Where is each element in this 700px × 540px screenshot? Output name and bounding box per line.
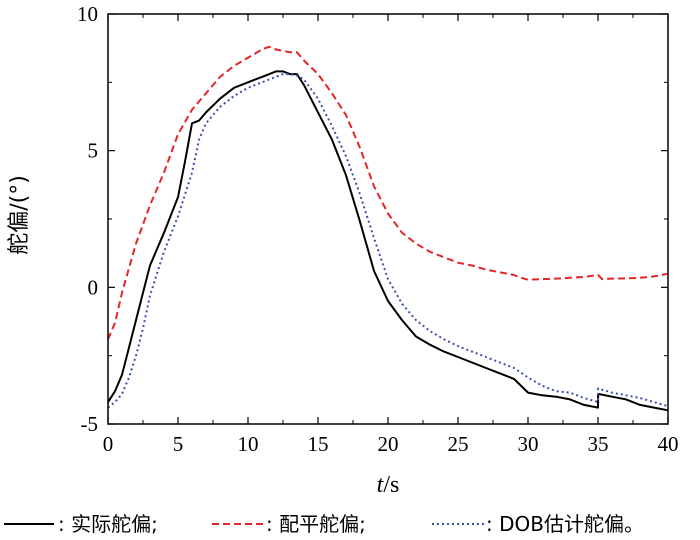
legend-label-dob: : DOB估计舵偏。 xyxy=(486,512,644,536)
legend-item-dob: : DOB估计舵偏。 xyxy=(432,512,644,536)
legend-label-trim: : 配平舵偏; xyxy=(266,512,366,536)
series-line-actual xyxy=(107,70,669,412)
x-axis-title: t/s xyxy=(377,472,400,498)
x-tick-label-0: 0 xyxy=(103,432,114,456)
x-tick-label-8: 40 xyxy=(658,432,679,456)
x-tick-label-2: 10 xyxy=(238,432,259,456)
plot-area xyxy=(107,45,669,412)
legend: : 实际舵偏; : 配平舵偏; : DOB估计舵偏。 xyxy=(4,512,644,536)
legend-item-trim: : 配平舵偏; xyxy=(212,512,366,536)
plot-frame xyxy=(107,13,669,425)
x-tick-label-7: 35 xyxy=(588,432,609,456)
x-tick-label-1: 5 xyxy=(173,432,184,456)
series-line-trim xyxy=(107,45,669,340)
y-tick-label-1: 5 xyxy=(88,139,99,163)
x-tick-label-6: 30 xyxy=(518,432,539,456)
legend-item-actual: : 实际舵偏; xyxy=(4,512,158,536)
x-tick-label-3: 15 xyxy=(308,432,329,456)
series-line-dob xyxy=(107,73,669,409)
legend-label-actual: : 实际舵偏; xyxy=(58,512,158,536)
y-tick-label-2: 0 xyxy=(88,275,99,299)
x-tick-label-5: 25 xyxy=(448,432,469,456)
x-axis-title-unit: /s xyxy=(383,472,399,498)
y-tick-label-3: -5 xyxy=(81,412,99,436)
x-tick-label-4: 20 xyxy=(378,432,399,456)
y-tick-label-0: 10 xyxy=(77,2,98,26)
x-axis-title-symbol: t xyxy=(377,472,385,498)
y-axis-title: 舵偏/(°) xyxy=(7,175,32,255)
